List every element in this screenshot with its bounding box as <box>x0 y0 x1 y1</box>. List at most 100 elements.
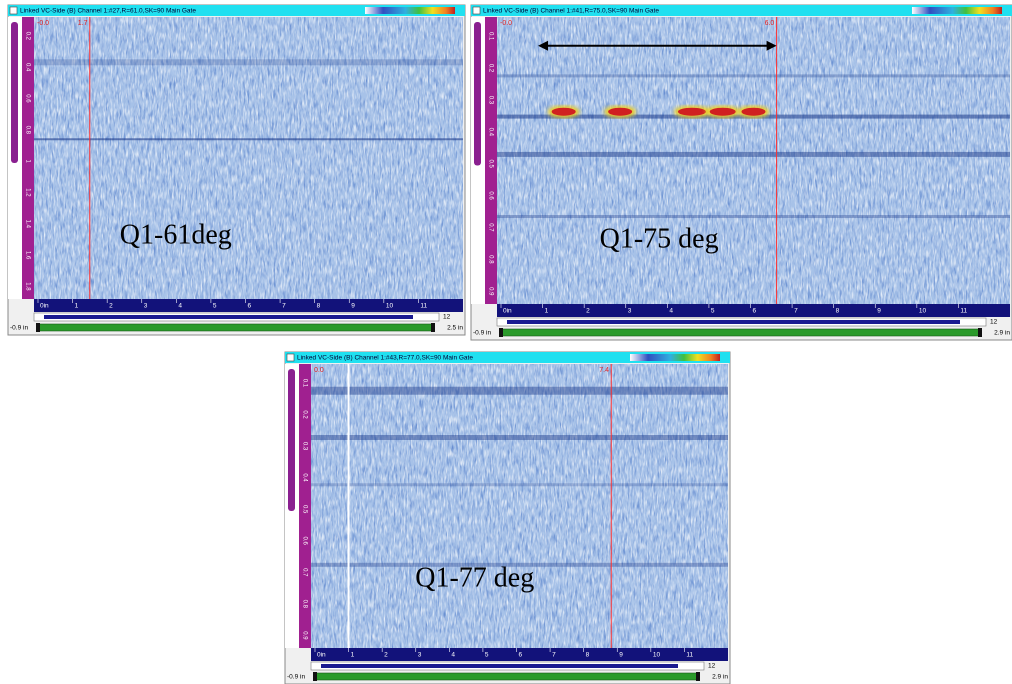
window-title: Linked VC-Side (B) Channel 1:#43,R=77.0,… <box>297 355 473 362</box>
y-tick-label: 0.6 <box>301 537 307 546</box>
x-tick-label: 10 <box>386 303 394 310</box>
x-tick-label: 2 <box>586 308 590 315</box>
x-tick-label: 1 <box>75 303 79 310</box>
range-handle-right <box>696 672 700 681</box>
angle-label: Q1-75 deg <box>600 223 719 254</box>
y-tick-label: 0.9 <box>301 631 307 640</box>
x-tick-label: 4 <box>669 308 673 315</box>
indication-core <box>710 108 736 116</box>
y-tick-label: 0.9 <box>487 287 493 296</box>
window-title: Linked VC-Side (B) Channel 1:#41,R=75.0,… <box>483 8 659 15</box>
x-tick-label: 1 <box>545 308 549 315</box>
range-handle-left <box>313 672 317 681</box>
left-ruler-bar <box>288 369 295 511</box>
range-bar <box>315 673 698 680</box>
range-bar <box>38 324 433 331</box>
x-tick-label: 3 <box>418 652 422 659</box>
y-tick-label: 1.4 <box>24 220 30 229</box>
y-tick-label: 0.5 <box>301 505 307 514</box>
scan-window: Linked VC-Side (B) Channel 1:#41,R=75.0,… <box>471 5 1012 340</box>
x-tick-label: 7 <box>794 308 798 315</box>
x-tick-label: 3 <box>628 308 632 315</box>
scan-noise-light <box>311 364 728 648</box>
left-ruler-bar <box>11 22 18 163</box>
y-tick-label: 0.7 <box>301 568 307 577</box>
x-tick-label: 11 <box>686 652 693 659</box>
scan-end: 2.9 in <box>712 674 728 681</box>
x-tick-label: 2 <box>384 652 388 659</box>
cursor-b-label: 1.7 <box>78 20 88 27</box>
x-tick-label: 5 <box>711 308 715 315</box>
x-tick-label: 7 <box>282 303 286 310</box>
x-tick-label: 5 <box>213 303 217 310</box>
scan-start: -0.9 in <box>10 325 28 332</box>
screenshot: Linked VC-Side (B) Channel 1:#27,R=61.0,… <box>0 0 1012 684</box>
x-tick-label: 4 <box>451 652 455 659</box>
y-tick-label: 0.1 <box>487 32 493 41</box>
cursor-a-label: -0.0 <box>500 20 512 27</box>
y-tick-label: 0.6 <box>487 191 493 200</box>
scroll-thumb <box>321 664 678 668</box>
range-handle-left <box>499 328 503 337</box>
window-title: Linked VC-Side (B) Channel 1:#27,R=61.0,… <box>20 8 196 15</box>
y-tick-label: 0.8 <box>24 126 30 135</box>
color-scale <box>630 354 720 361</box>
color-scale <box>365 7 455 14</box>
y-tick-label: 0.3 <box>487 96 493 105</box>
y-tick-label: 0.1 <box>301 379 307 388</box>
scroll-value: 12 <box>990 319 998 326</box>
x-tick-label: 4 <box>178 303 182 310</box>
window-icon <box>10 7 17 14</box>
x-tick-label: 0in <box>317 652 326 659</box>
y-tick-label: 1.8 <box>24 282 30 291</box>
y-tick-label: 0.2 <box>24 32 30 41</box>
scan-band <box>34 59 463 65</box>
angle-label: Q1-61deg <box>120 219 232 250</box>
x-tick-label: 5 <box>485 652 489 659</box>
scroll-thumb <box>44 315 413 319</box>
scan-band <box>497 215 1010 218</box>
y-tick-label: 0.6 <box>24 94 30 103</box>
x-tick-label: 9 <box>351 303 355 310</box>
scroll-value: 12 <box>443 314 451 321</box>
scan-band <box>311 387 728 395</box>
scroll-value: 12 <box>708 663 716 670</box>
x-tick-label: 6 <box>753 308 757 315</box>
cursor-b-label: 6.0 <box>765 20 775 27</box>
scan-noise-light <box>497 17 1010 304</box>
scan-end: 2.5 in <box>447 325 463 332</box>
x-tick-label: 10 <box>653 652 661 659</box>
indication-core <box>678 108 706 116</box>
range-handle-left <box>36 323 40 332</box>
x-tick-label: 8 <box>586 652 590 659</box>
scan-band <box>497 74 1010 77</box>
y-tick-label: 0.2 <box>487 64 493 73</box>
indication-core <box>608 108 632 116</box>
scan-band <box>497 152 1010 157</box>
x-tick-label: 11 <box>420 303 427 310</box>
cursor-b-label: 7.4 <box>599 367 609 374</box>
range-handle-right <box>431 323 435 332</box>
y-tick-label: 0.5 <box>487 160 493 169</box>
cursor-a-label: 0.0 <box>314 367 324 374</box>
x-tick-label: 10 <box>919 308 927 315</box>
indication-core <box>742 108 766 116</box>
scan-end: 2.9 in <box>994 330 1010 337</box>
y-tick-label: 1.6 <box>24 251 30 260</box>
x-tick-label: 3 <box>144 303 148 310</box>
x-tick-label: 6 <box>248 303 252 310</box>
scan-window: Linked VC-Side (B) Channel 1:#43,R=77.0,… <box>285 352 730 684</box>
x-tick-label: 2 <box>109 303 113 310</box>
y-tick-label: 0.4 <box>24 63 30 72</box>
scan-start: -0.9 in <box>473 330 491 337</box>
y-tick-label: 0.7 <box>487 223 493 232</box>
x-tick-label: 9 <box>619 652 623 659</box>
x-tick-label: 0in <box>503 308 512 315</box>
x-tick-label: 6 <box>519 652 523 659</box>
y-tick-label: 0.4 <box>487 128 493 137</box>
y-tick-label: 0.8 <box>301 600 307 609</box>
x-tick-label: 1 <box>351 652 355 659</box>
cursor-a-label: -0.0 <box>37 20 49 27</box>
left-ruler-bar <box>474 22 481 166</box>
y-tick-label: 0.3 <box>301 442 307 451</box>
